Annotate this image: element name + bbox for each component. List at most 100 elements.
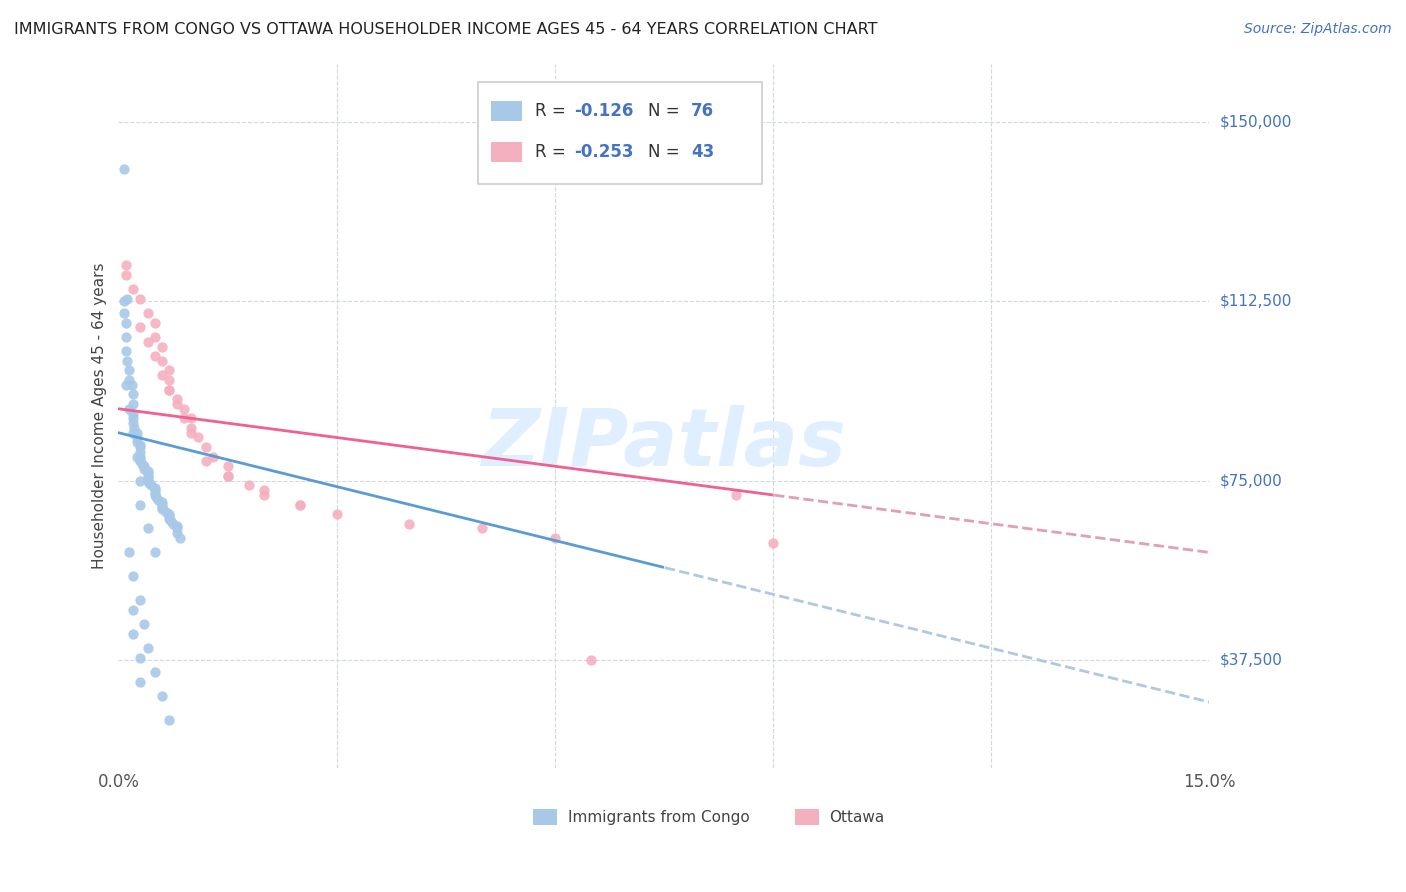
Point — [157, 507, 180, 521]
Point — [136, 474, 159, 488]
Point — [173, 411, 195, 425]
Point — [143, 545, 166, 559]
Point — [173, 401, 195, 416]
Point — [115, 354, 138, 368]
Point — [166, 397, 188, 411]
Point — [112, 293, 135, 308]
Point — [253, 488, 276, 502]
Point — [129, 498, 152, 512]
Point — [143, 316, 166, 330]
Point — [150, 689, 173, 703]
Point — [143, 488, 166, 502]
Point — [143, 330, 166, 344]
Point — [129, 452, 152, 467]
Point — [112, 306, 135, 320]
Point — [150, 495, 173, 509]
Point — [157, 713, 180, 727]
Point — [471, 521, 494, 535]
Point — [129, 450, 152, 464]
Point — [180, 425, 202, 440]
Text: $75,000: $75,000 — [1220, 473, 1282, 488]
Point — [290, 498, 312, 512]
Point — [150, 368, 173, 383]
Point — [122, 397, 145, 411]
Point — [143, 481, 166, 495]
Point — [136, 467, 159, 481]
Point — [143, 483, 166, 498]
Point — [725, 488, 748, 502]
Point — [131, 457, 153, 471]
Point — [136, 471, 159, 485]
Point — [122, 425, 145, 440]
Point — [129, 292, 152, 306]
Point — [129, 438, 152, 452]
Point — [325, 507, 347, 521]
Text: Ottawa: Ottawa — [830, 810, 884, 824]
Point — [112, 162, 135, 177]
Text: R =: R = — [536, 143, 571, 161]
Point — [145, 491, 167, 505]
Point — [150, 354, 173, 368]
Point — [150, 500, 173, 514]
Point — [136, 521, 159, 535]
Bar — [794, 809, 818, 825]
Point — [194, 440, 217, 454]
Point — [217, 459, 239, 474]
Point — [129, 650, 152, 665]
Point — [129, 474, 152, 488]
Text: ZIPatlas: ZIPatlas — [481, 405, 846, 483]
Text: -0.126: -0.126 — [574, 103, 634, 120]
Point — [166, 392, 188, 407]
Point — [180, 411, 202, 425]
Point — [124, 421, 146, 435]
Text: -0.253: -0.253 — [574, 143, 634, 161]
Text: IMMIGRANTS FROM CONGO VS OTTAWA HOUSEHOLDER INCOME AGES 45 - 64 YEARS CORRELATIO: IMMIGRANTS FROM CONGO VS OTTAWA HOUSEHOL… — [14, 22, 877, 37]
Point — [217, 468, 239, 483]
Point — [166, 521, 188, 535]
Point — [253, 483, 276, 498]
Point — [138, 475, 160, 490]
Point — [187, 430, 209, 444]
Point — [157, 383, 180, 397]
Point — [125, 430, 148, 444]
Point — [114, 377, 136, 392]
Point — [194, 454, 217, 468]
Text: N =: N = — [648, 103, 685, 120]
Point — [129, 454, 152, 468]
Point — [217, 468, 239, 483]
Point — [129, 445, 152, 459]
Text: R =: R = — [536, 103, 571, 120]
Text: 43: 43 — [690, 143, 714, 161]
Point — [166, 526, 188, 541]
Point — [143, 665, 166, 679]
Point — [136, 641, 159, 656]
FancyBboxPatch shape — [478, 82, 762, 184]
Point — [129, 320, 152, 334]
Bar — [492, 142, 522, 161]
Text: $37,500: $37,500 — [1220, 653, 1284, 667]
Point — [118, 373, 141, 387]
Text: $112,500: $112,500 — [1220, 293, 1292, 309]
Point — [155, 505, 177, 519]
Text: 76: 76 — [690, 103, 714, 120]
Point — [169, 531, 191, 545]
Point — [122, 627, 145, 641]
Bar — [533, 809, 557, 825]
Point — [157, 383, 180, 397]
Point — [129, 593, 152, 607]
Point — [122, 569, 145, 583]
Point — [157, 512, 180, 526]
Point — [157, 509, 180, 524]
Y-axis label: Householder Income Ages 45 - 64 years: Householder Income Ages 45 - 64 years — [93, 263, 107, 569]
Point — [148, 492, 170, 507]
Bar — [492, 102, 522, 121]
Point — [141, 478, 163, 492]
Point — [132, 461, 155, 475]
Point — [762, 536, 785, 550]
Point — [143, 349, 166, 363]
Point — [157, 373, 180, 387]
Point — [180, 421, 202, 435]
Point — [162, 516, 184, 531]
Point — [125, 435, 148, 450]
Text: N =: N = — [648, 143, 685, 161]
